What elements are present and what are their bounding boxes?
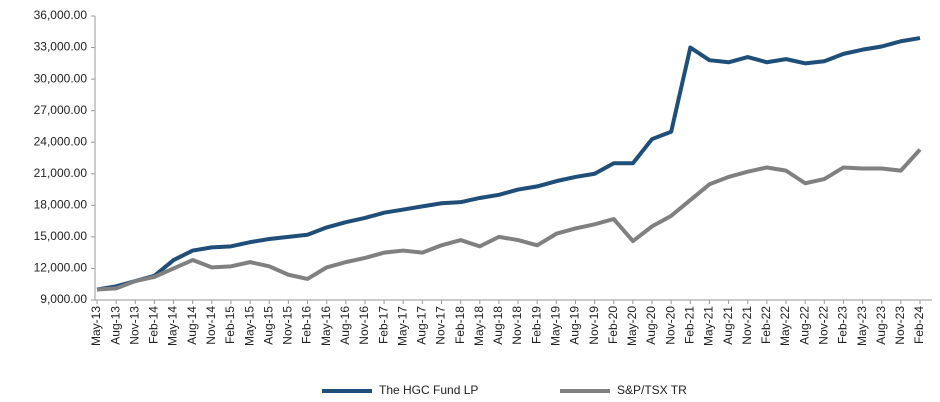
legend-label: S&P/TSX TR	[617, 383, 687, 397]
x-tick-label: May-22	[778, 306, 792, 346]
x-tick-label: Feb-19	[529, 306, 543, 344]
x-tick-label: Nov-21	[740, 306, 754, 345]
x-tick-label: Feb-16	[300, 306, 314, 344]
x-tick-label: Feb-22	[759, 306, 773, 344]
x-tick-label: Aug-22	[797, 306, 811, 345]
y-tick-label: 33,000.00	[34, 40, 88, 54]
x-tick-label: Feb-24	[912, 306, 926, 344]
y-tick-label: 36,000.00	[34, 8, 88, 22]
series-line	[96, 36, 921, 292]
x-tick-label: May-20	[625, 306, 639, 346]
x-tick-label: May-21	[702, 306, 716, 346]
y-tick-label: 9,000.00	[40, 292, 87, 306]
x-tick-label: Feb-23	[836, 306, 850, 344]
y-tick-label: 30,000.00	[34, 71, 88, 85]
x-tick-label: May-15	[242, 306, 256, 346]
x-tick-label: Feb-15	[223, 306, 237, 344]
x-tick-label: Nov-15	[281, 306, 295, 345]
x-tick-label: Aug-15	[261, 306, 275, 345]
x-tick-label: Nov-22	[816, 306, 830, 345]
x-tick-label: Aug-14	[185, 306, 199, 345]
x-tick-label: May-16	[319, 306, 333, 346]
x-tick-label: May-17	[395, 306, 409, 346]
x-tick-label: Aug-21	[721, 306, 735, 345]
x-tick-label: Feb-17	[376, 306, 390, 344]
x-tick-label: Nov-20	[663, 306, 677, 345]
x-tick-label: Nov-23	[893, 306, 907, 345]
x-tick-label: Aug-17	[415, 306, 429, 345]
x-tick-label: Feb-21	[682, 306, 696, 344]
x-tick-label: Nov-19	[587, 306, 601, 345]
x-tick-label: Aug-19	[568, 306, 582, 345]
x-tick-label: Nov-18	[510, 306, 524, 345]
y-tick-label: 15,000.00	[34, 229, 88, 243]
x-tick-label: May-19	[549, 306, 563, 346]
y-tick-label: 18,000.00	[34, 198, 88, 212]
x-tick-label: Aug-16	[338, 306, 352, 345]
x-tick-label: May-13	[89, 306, 103, 346]
x-tick-label: Aug-20	[644, 306, 658, 345]
x-tick-label: May-18	[472, 306, 486, 346]
x-tick-label: Feb-20	[606, 306, 620, 344]
series-line	[96, 148, 922, 292]
x-tick-label: Aug-23	[874, 306, 888, 345]
y-tick-label: 24,000.00	[34, 134, 88, 148]
x-tick-label: Aug-18	[491, 306, 505, 345]
x-tick-label: Nov-13	[127, 306, 141, 345]
x-tick-label: Nov-17	[434, 306, 448, 345]
x-tick-label: May-14	[166, 306, 180, 346]
x-tick-label: Nov-14	[204, 306, 218, 345]
legend-label: The HGC Fund LP	[379, 383, 478, 397]
y-tick-label: 27,000.00	[34, 103, 88, 117]
x-tick-label: Nov-16	[357, 306, 371, 345]
x-tick-label: Feb-18	[453, 306, 467, 344]
x-tick-label: May-23	[855, 306, 869, 346]
x-tick-label: Aug-13	[108, 306, 122, 345]
x-tick-label: Feb-14	[147, 306, 161, 344]
y-tick-label: 12,000.00	[34, 261, 88, 275]
y-tick-label: 21,000.00	[34, 166, 88, 180]
